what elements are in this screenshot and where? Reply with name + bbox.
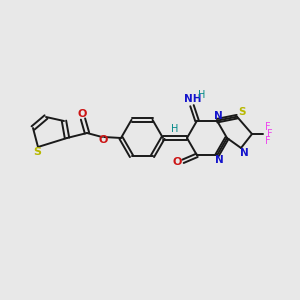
Text: F: F [265,122,271,132]
Text: H: H [198,90,206,100]
Text: O: O [172,157,182,167]
Text: O: O [77,109,87,119]
Text: S: S [238,107,246,117]
Text: F: F [265,136,271,146]
Text: NH: NH [184,94,202,104]
Text: N: N [214,155,224,165]
Text: S: S [33,147,41,157]
Text: F: F [267,129,273,139]
Text: H: H [171,124,179,134]
Text: O: O [98,135,108,145]
Text: N: N [240,148,248,158]
Text: N: N [214,111,222,121]
